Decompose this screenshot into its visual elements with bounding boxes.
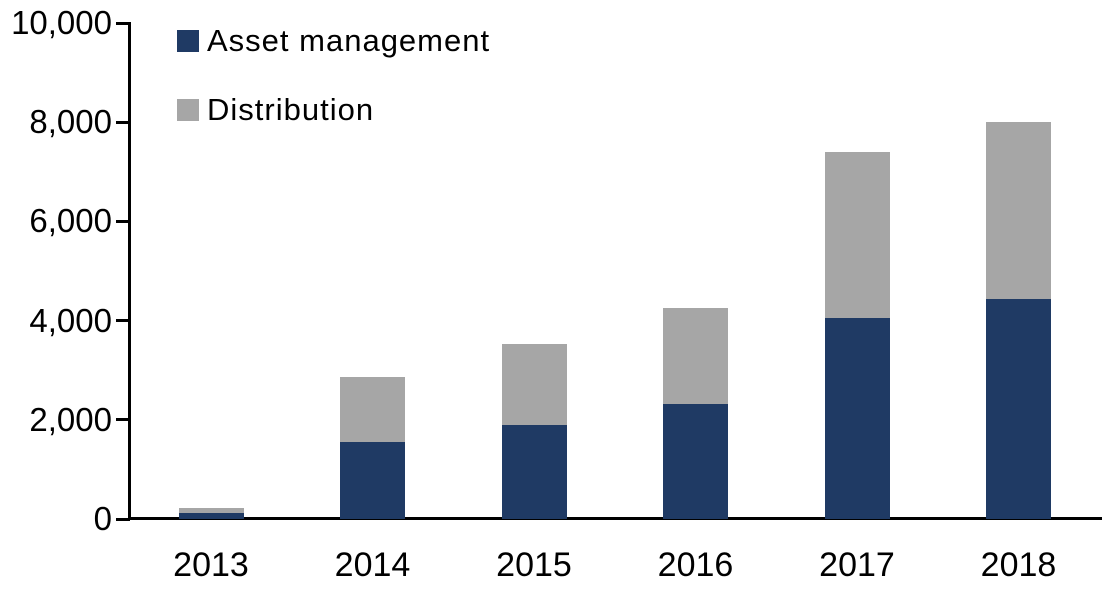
y-tick-mark: [116, 21, 130, 25]
legend-swatch-asset-management: [177, 30, 199, 52]
legend-label-asset-management: Asset management: [207, 23, 491, 58]
bar-segment-asset-management-2016: [663, 403, 728, 519]
y-tick-label: 4,000: [29, 301, 112, 339]
y-tick-label: 8,000: [29, 103, 112, 141]
y-tick-mark: [116, 319, 130, 323]
x-tick-label-2015: 2015: [496, 546, 572, 584]
x-tick-label-2016: 2016: [657, 546, 734, 584]
bar-segment-distribution-2018: [986, 122, 1051, 300]
x-tick-label-2014: 2014: [334, 546, 411, 584]
bar-segment-distribution-2016: [663, 307, 728, 404]
legend-item-distribution: Distribution: [177, 92, 375, 127]
y-tick-mark: [116, 219, 130, 223]
legend-label-distribution: Distribution: [207, 92, 375, 127]
y-tick-label: 10,000: [11, 4, 112, 41]
x-tick-label-2018: 2018: [980, 546, 1057, 584]
bar-segment-asset-management-2017: [824, 317, 890, 519]
y-tick-label: 2,000: [29, 400, 112, 438]
x-axis-line: [128, 517, 1102, 520]
bar-segment-distribution-2015: [501, 344, 567, 426]
y-tick-label: 0: [93, 500, 112, 537]
y-tick-mark: [116, 120, 130, 124]
bar-segment-distribution-2014: [340, 377, 405, 443]
x-tick-label-2017: 2017: [819, 546, 895, 584]
legend-item-asset-management: Asset management: [177, 23, 491, 58]
bar-segment-asset-management-2018: [986, 299, 1051, 519]
y-tick-mark: [116, 418, 130, 422]
bar-segment-asset-management-2015: [501, 425, 567, 519]
legend-swatch-distribution: [177, 99, 199, 121]
y-tick-label: 6,000: [29, 202, 112, 240]
bar-segment-distribution-2017: [824, 151, 890, 318]
y-tick-mark: [116, 517, 130, 521]
bar-segment-asset-management-2014: [340, 442, 405, 519]
bar-segment-distribution-2013: [178, 508, 244, 514]
y-axis-line: [128, 22, 131, 520]
bar-segment-asset-management-2013: [178, 513, 244, 519]
x-tick-label-2013: 2013: [173, 546, 249, 584]
